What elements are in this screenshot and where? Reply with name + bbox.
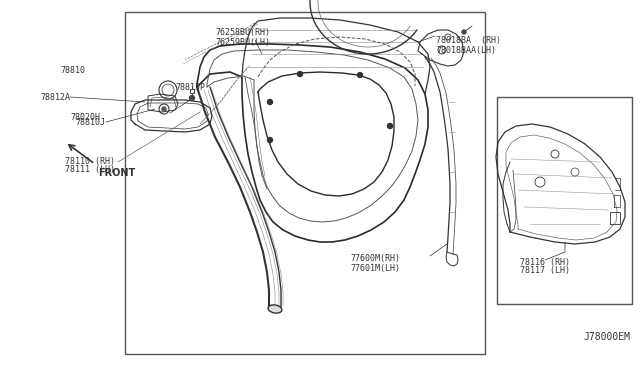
- Text: 78812A: 78812A: [40, 93, 70, 102]
- Text: 78810J: 78810J: [75, 118, 105, 126]
- Text: 78020H: 78020H: [70, 112, 100, 122]
- Circle shape: [268, 99, 273, 105]
- Circle shape: [189, 96, 195, 100]
- Bar: [497, 97, 632, 304]
- Text: FRONT: FRONT: [98, 168, 135, 178]
- Text: J78000EM: J78000EM: [583, 332, 630, 342]
- Ellipse shape: [268, 305, 282, 313]
- Circle shape: [298, 71, 303, 77]
- Text: 78111 (LH): 78111 (LH): [65, 165, 115, 174]
- Text: 78116 (RH): 78116 (RH): [520, 257, 570, 266]
- Circle shape: [358, 73, 362, 77]
- Text: 78810: 78810: [60, 65, 85, 74]
- Text: 77601M(LH): 77601M(LH): [350, 263, 400, 273]
- Text: 77600M(RH): 77600M(RH): [350, 254, 400, 263]
- Text: 78110 (RH): 78110 (RH): [65, 157, 115, 166]
- Text: 78018BA  (RH): 78018BA (RH): [436, 35, 501, 45]
- Text: 78117 (LH): 78117 (LH): [520, 266, 570, 276]
- Text: 78815P: 78815P: [175, 83, 205, 92]
- Circle shape: [162, 107, 166, 111]
- Circle shape: [268, 138, 273, 142]
- Circle shape: [462, 30, 466, 34]
- Text: 76258BU(RH): 76258BU(RH): [215, 28, 270, 36]
- Text: 78018BAA(LH): 78018BAA(LH): [436, 45, 496, 55]
- Text: 76259BU(LH): 76259BU(LH): [215, 38, 270, 46]
- Bar: [125, 12, 485, 354]
- Circle shape: [387, 124, 392, 128]
